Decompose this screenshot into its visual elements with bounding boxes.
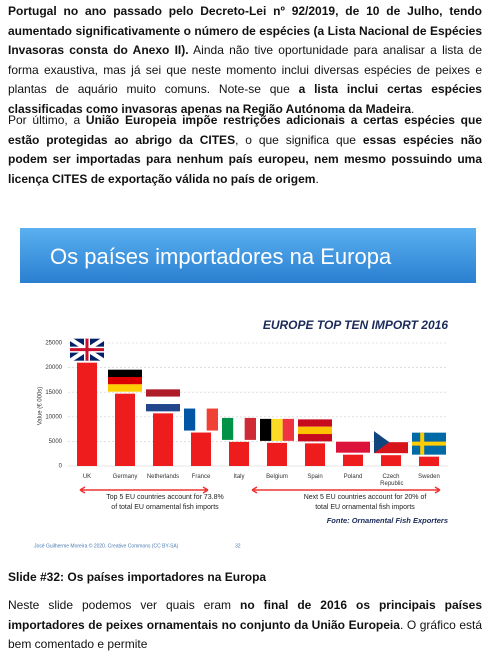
flag-part (146, 389, 180, 397)
bar (419, 456, 439, 466)
y-tick-label: 0 (59, 464, 63, 470)
arrow (251, 486, 441, 494)
note: total EU ornamental fish imports (315, 504, 415, 511)
slide-title: Os países importadores na Europa (50, 244, 392, 269)
x-tick-label: Sweden (418, 474, 440, 480)
text: . (411, 101, 415, 116)
flag-part (195, 408, 207, 431)
flag-part (146, 404, 180, 412)
bar (153, 413, 173, 466)
x-tick-label: Netherlands (147, 474, 179, 480)
bold-text: União Europeia impõe restrições adiciona… (8, 113, 482, 147)
heading: Slide #32: Os países importadores na Eur… (8, 570, 267, 584)
flag-part (222, 417, 234, 440)
page-number: 32 (235, 543, 241, 549)
flag-part (374, 431, 408, 443)
text: , o que significa que (235, 132, 363, 147)
flag-part (271, 418, 283, 441)
flag-part (244, 417, 256, 440)
y-tick-label: 15000 (45, 390, 62, 396)
paragraph: Portugal no ano passado pelo Decreto-Lei… (8, 2, 482, 119)
flag-part (233, 417, 245, 440)
flag-part (206, 408, 218, 431)
note: Next 5 EU countries account for 20% of (304, 494, 427, 501)
bold-text: essas espécies não podem ser importadas … (8, 132, 483, 186)
note: of total EU ornamental fish imports (111, 504, 219, 511)
x-tick-label: UK (83, 474, 91, 480)
x-tick-label: Italy (233, 474, 244, 480)
flag-part (336, 430, 370, 442)
y-tick-label: 25000 (45, 341, 62, 347)
note: Top 5 EU countries account for 73.8% (106, 494, 224, 501)
x-tick-label: Czech Republic (378, 474, 403, 487)
text: Por último, a (8, 113, 86, 127)
bold-text: no final de 2016 os principais países im… (8, 598, 483, 632)
text: . (315, 171, 319, 186)
flag-part (260, 418, 272, 441)
chart-title: EUROPE TOP TEN IMPORT 2016 (263, 318, 448, 332)
bar (191, 432, 211, 466)
x-tick-label: Poland (344, 474, 363, 480)
slide-header-bg (20, 228, 476, 283)
flag-part (108, 369, 142, 378)
y-axis-label: Value (€ 000s) (38, 387, 44, 426)
arrow (79, 486, 209, 494)
y-tick-label: 5000 (49, 439, 63, 445)
x-tick-label: Spain (307, 474, 322, 480)
flag-part (70, 338, 104, 361)
bar (267, 442, 287, 466)
paragraph: Por último, a União Europeia impõe restr… (8, 111, 482, 189)
slide: Os países importadores na Europa EUROPE … (20, 228, 476, 556)
flag-part (298, 434, 332, 442)
x-tick-label: Germany (113, 474, 138, 480)
bar (229, 441, 249, 466)
flag-part (298, 419, 332, 427)
y-tick-label: 20000 (45, 365, 62, 371)
bold-text: a lista inclui certas espécies classific… (8, 82, 482, 116)
flag-part (336, 441, 370, 453)
bold-text: Portugal no ano passado pelo Decreto-Lei… (8, 4, 482, 57)
flag-part (146, 396, 180, 405)
flag-part (374, 442, 408, 454)
x-tick-label: Belgium (266, 474, 288, 480)
flag-part (108, 377, 142, 385)
flag-part (108, 384, 142, 392)
bar (77, 362, 97, 466)
x-tick-label: France (192, 474, 211, 480)
flag-part (374, 431, 390, 454)
flag-part (412, 432, 446, 455)
footer: José Guilherme Moreira © 2020. Creative … (34, 542, 179, 549)
text: Neste slide podemos ver quais eram (8, 598, 241, 612)
source: Fonte: Ornamental Fish Exporters (327, 516, 448, 525)
paragraph: Neste slide podemos ver quais eram no fi… (8, 596, 482, 655)
y-tick-label: 10000 (45, 414, 62, 420)
bar (115, 393, 135, 466)
bar (381, 455, 401, 466)
flag-part (298, 426, 332, 435)
text: Ainda não tive oportunidade para analisa… (8, 43, 482, 96)
flag-part (282, 418, 294, 441)
flag-part (184, 408, 196, 431)
bar (343, 454, 363, 466)
bar (305, 443, 325, 466)
